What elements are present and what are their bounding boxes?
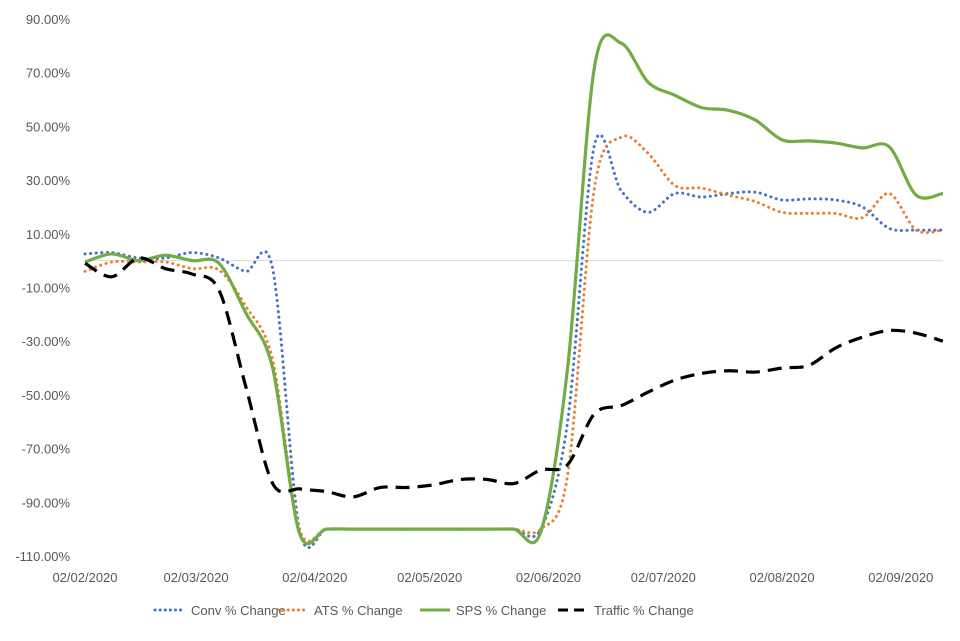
legend-label: SPS % Change xyxy=(456,603,546,618)
legend-item: Traffic % Change xyxy=(558,603,694,618)
legend-label: Conv % Change xyxy=(191,603,286,618)
y-tick-label: 10.00% xyxy=(26,227,71,242)
y-tick-label: 90.00% xyxy=(26,12,71,27)
series-line-3 xyxy=(84,256,944,499)
y-tick-label: -10.00% xyxy=(22,281,71,296)
y-tick-label: -90.00% xyxy=(22,495,71,510)
series-line-2 xyxy=(84,33,944,546)
legend-label: Traffic % Change xyxy=(594,603,694,618)
x-tick-label: 02/02/2020 xyxy=(52,570,117,585)
x-tick-label: 02/08/2020 xyxy=(750,570,815,585)
legend: Conv % Change ATS % Change SPS % Change Tra… xyxy=(153,603,694,618)
y-axis-ticks: 90.00% 70.00% 50.00% 30.00% 10.00% -10.00% -30… xyxy=(15,12,70,564)
legend-item: ATS % Change xyxy=(276,603,403,618)
legend-label: ATS % Change xyxy=(314,603,403,618)
legend-item: SPS % Change xyxy=(420,603,546,618)
x-tick-label: 02/06/2020 xyxy=(516,570,581,585)
series-lines xyxy=(83,33,945,550)
x-tick-label: 02/09/2020 xyxy=(868,570,933,585)
x-tick-label: 02/03/2020 xyxy=(164,570,229,585)
legend-item: Conv % Change xyxy=(153,603,286,618)
y-tick-label: 70.00% xyxy=(26,66,71,81)
y-tick-label: -70.00% xyxy=(22,442,71,457)
y-tick-label: -110.00% xyxy=(15,549,70,564)
x-tick-label: 02/07/2020 xyxy=(631,570,696,585)
series-line-0 xyxy=(83,133,945,550)
x-tick-label: 02/04/2020 xyxy=(282,570,347,585)
y-tick-label: -50.00% xyxy=(22,388,71,403)
x-tick-label: 02/05/2020 xyxy=(397,570,462,585)
series-line-1 xyxy=(83,134,945,543)
y-tick-label: 30.00% xyxy=(26,173,71,188)
x-axis-ticks: 02/02/2020 02/03/2020 02/04/2020 02/05/2020… xyxy=(52,570,933,585)
y-tick-label: 50.00% xyxy=(26,119,71,134)
y-tick-label: -30.00% xyxy=(22,334,71,349)
